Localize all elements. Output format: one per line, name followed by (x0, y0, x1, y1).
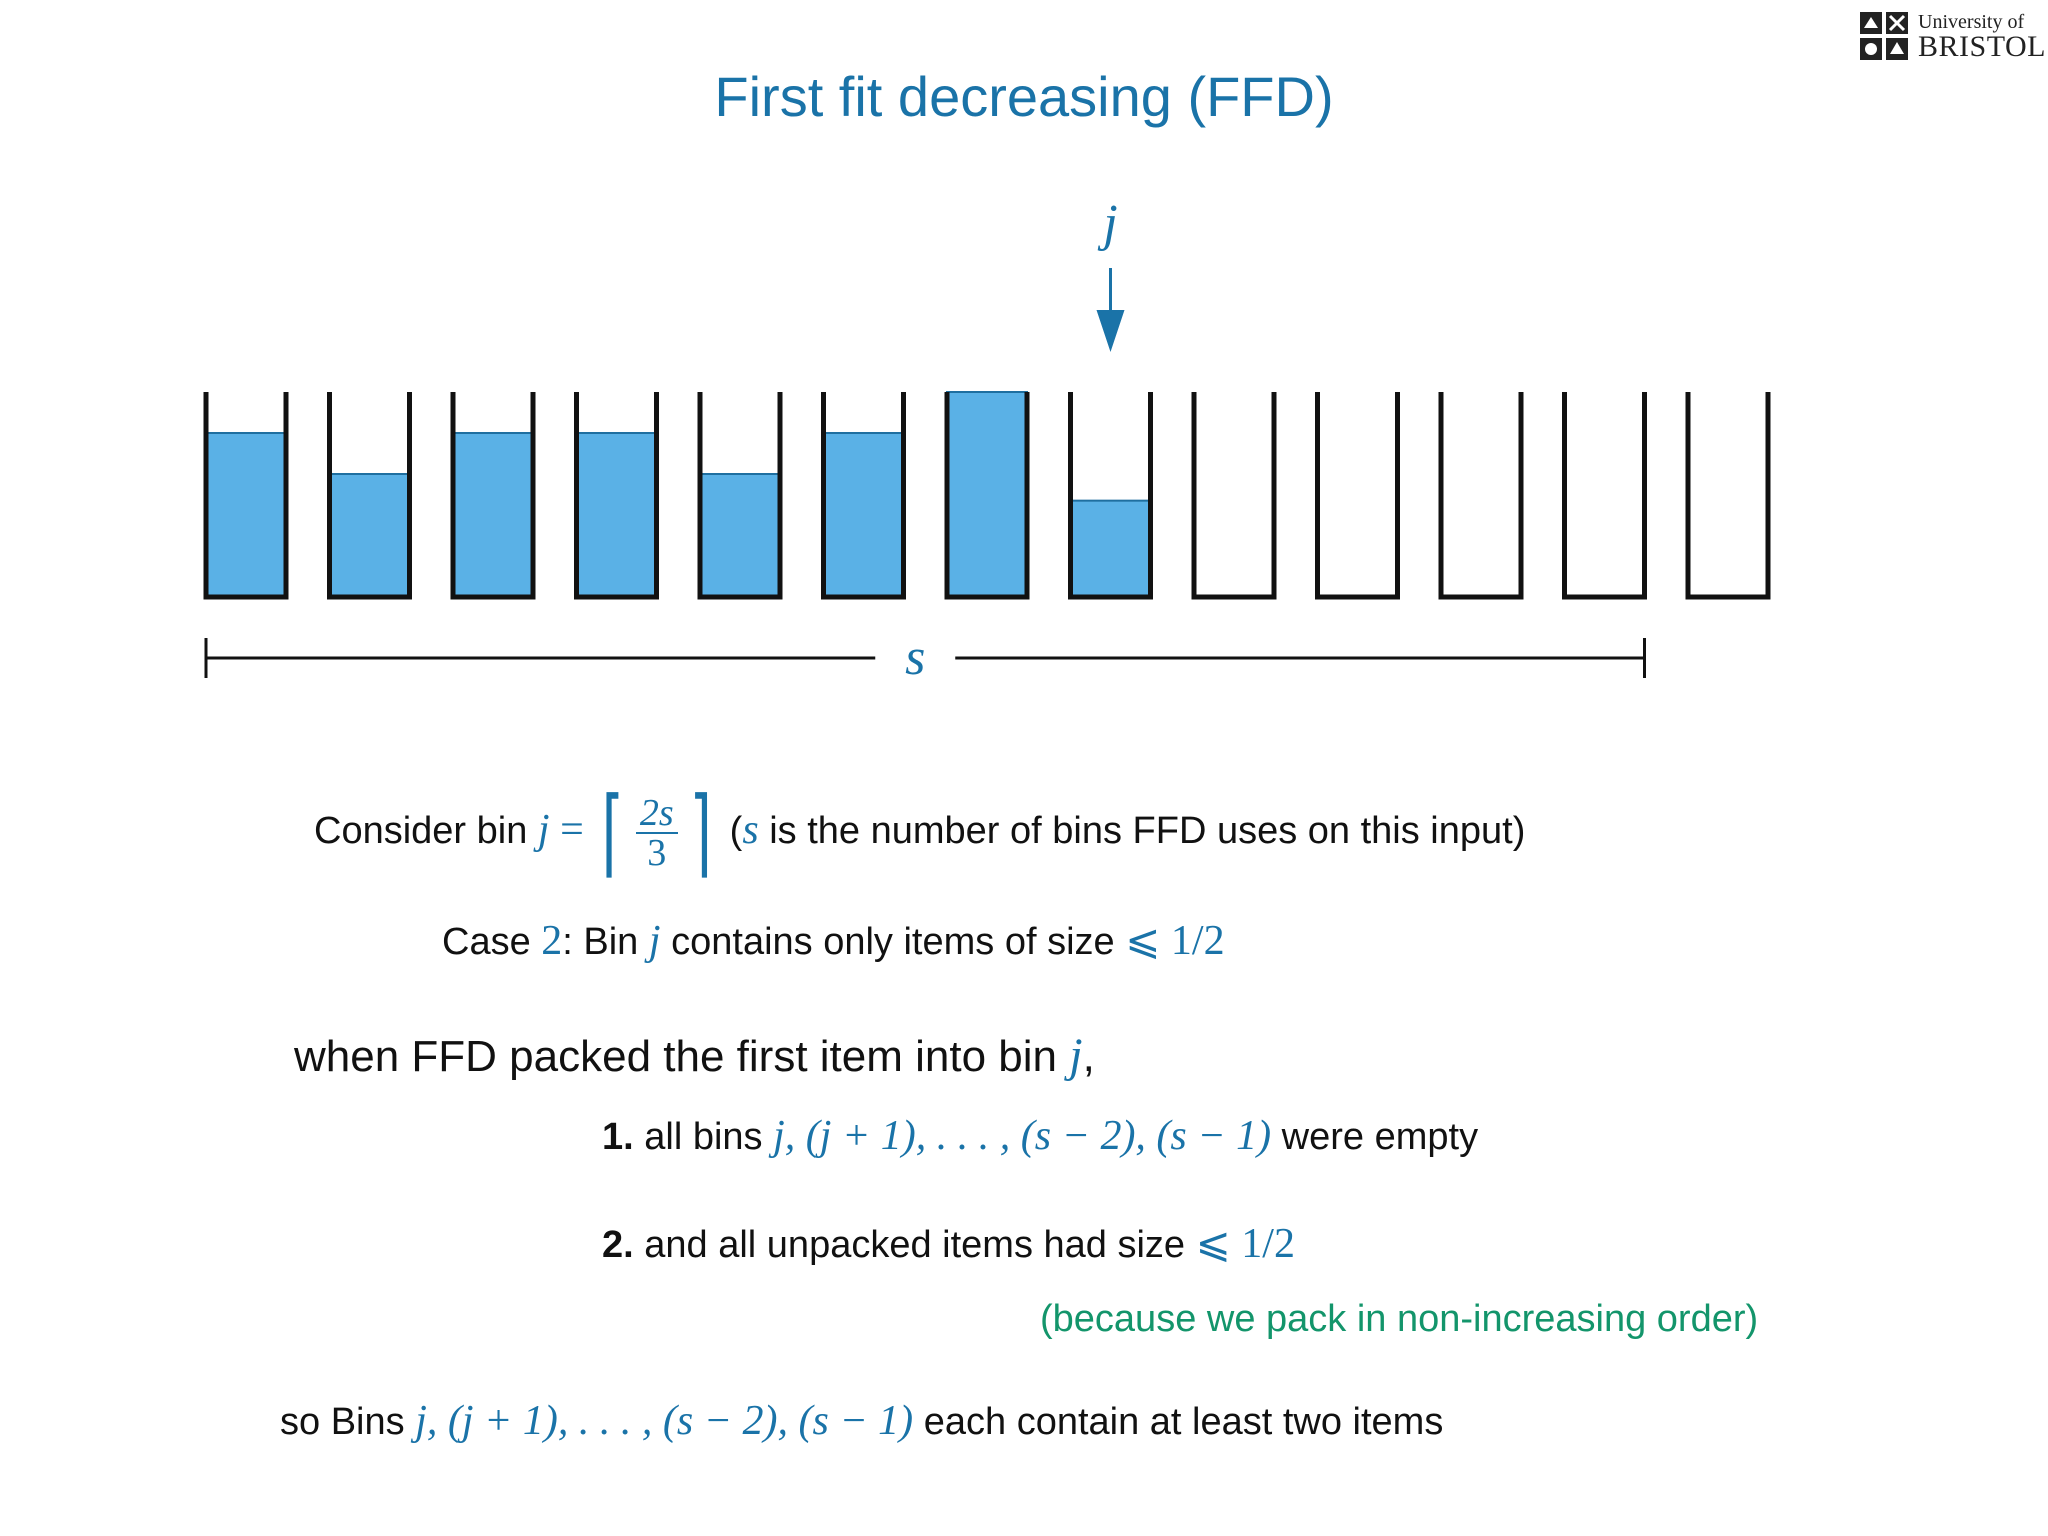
case-colon-text: : Bin (562, 921, 639, 963)
bristol-crest-icon (1859, 12, 1910, 65)
bin-fill (822, 432, 905, 598)
bin-fill (575, 432, 658, 598)
bin (203, 392, 289, 600)
pointer-label: j (1097, 195, 1117, 252)
bin (1562, 392, 1647, 600)
item-1-text: all bins (644, 1116, 763, 1158)
consider-bin-line: Consider bin j = ⌈ 2s 3 ⌉ (s is the number … (314, 785, 1525, 881)
item-2-text: and all unpacked items had size (644, 1224, 1186, 1266)
bin-fill (699, 473, 781, 598)
conclusion-rest: each contain at least two items (923, 1401, 1444, 1443)
consider-bin-rest: is the number of bins FFD uses on this i… (769, 810, 1526, 853)
item-2: 2. and all unpacked items had size ⩽ 1/2 (602, 1218, 1295, 1268)
page-title: First fit decreasing (FFD) (714, 65, 1334, 128)
non-increasing-note: (because we pack in non-increasing order… (1040, 1298, 1759, 1340)
conclusion-prefix: so Bins (280, 1401, 405, 1443)
bin (1438, 392, 1524, 600)
s-symbol: s (742, 807, 759, 854)
bin-fill (328, 473, 411, 598)
bin (450, 392, 536, 600)
fraction-numerator: 2s (635, 794, 678, 834)
item-2-number: 2. (602, 1224, 634, 1266)
when-ffd-line: when FFD packed the first item into bin … (294, 1028, 1095, 1083)
logo-line-1: University of (1918, 11, 2025, 33)
ceil-left: ⌈ (601, 779, 625, 886)
university-logo: University of BRISTOL (1859, 11, 2046, 68)
comma: , (1082, 1032, 1095, 1081)
range-label: s (905, 629, 925, 686)
bin-fill (1069, 499, 1152, 598)
fraction: 2s 3 (635, 794, 678, 874)
bin (1191, 392, 1277, 600)
case-2-line: Case 2: Bin j contains only items of siz… (442, 915, 1225, 965)
ceil-right: ⌉ (689, 779, 712, 886)
paren-open: ( (729, 810, 743, 853)
bin (697, 392, 783, 600)
item-1-rest: were empty (1281, 1116, 1479, 1158)
item-1-math: j, (j + 1), . . . , (s − 2), (s − 1) (773, 1113, 1272, 1159)
equals-sign: = (560, 807, 584, 854)
fraction-denominator: 3 (647, 832, 667, 874)
conclusion-math: j, (j + 1), . . . , (s − 2), (s − 1) (415, 1398, 914, 1444)
logo-line-2: BRISTOL (1918, 30, 2046, 63)
bin (327, 392, 412, 600)
bins-diagram: js (203, 195, 1771, 686)
j-symbol: j (648, 918, 661, 964)
bin (1068, 392, 1153, 600)
size-bound: ⩽ 1/2 (1125, 918, 1225, 964)
item-2-bound: ⩽ 1/2 (1195, 1221, 1295, 1267)
bin (1685, 392, 1771, 600)
bin-fill (452, 432, 534, 598)
when-ffd-text: when FFD packed the first item into bin (294, 1032, 1057, 1081)
bin (574, 392, 659, 600)
j-symbol: j (537, 807, 550, 854)
item-1-number: 1. (602, 1116, 634, 1158)
consider-bin-text: Consider bin (314, 810, 528, 853)
bin-fill (946, 391, 1028, 598)
j-symbol: j (1069, 1029, 1083, 1082)
case-number: 2 (541, 918, 563, 964)
pointer-arrow-head (1096, 310, 1125, 352)
case-text: Case (442, 921, 531, 963)
bin (1315, 392, 1400, 600)
conclusion-line: so Bins j, (j + 1), . . . , (s − 2), (s … (280, 1397, 1443, 1445)
bin (821, 392, 906, 600)
bin-fill (205, 432, 287, 598)
case-rest-text: contains only items of size (671, 921, 1115, 963)
bin (944, 392, 1030, 600)
item-1: 1. all bins j, (j + 1), . . . , (s − 2),… (602, 1112, 1478, 1160)
